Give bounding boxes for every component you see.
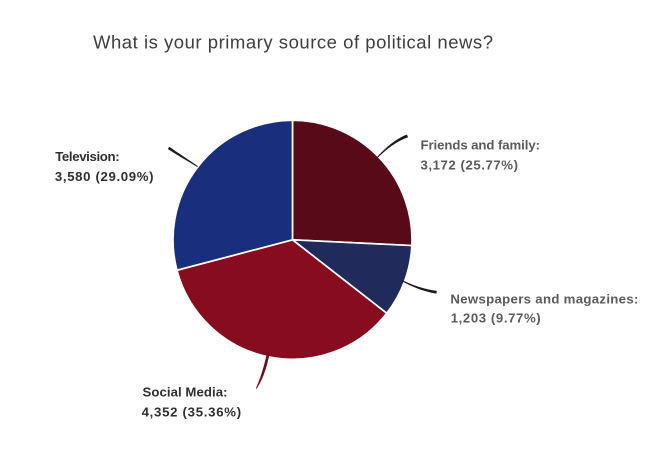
svg-text:3,580 (29.09%): 3,580 (29.09%) — [55, 169, 154, 184]
svg-text:What is your primary source of: What is your primary source of political… — [93, 32, 493, 53]
svg-text:Television:: Television: — [55, 149, 119, 164]
svg-text:Social Media:: Social Media: — [143, 385, 228, 400]
svg-text:4,352 (35.36%): 4,352 (35.36%) — [142, 404, 242, 419]
svg-text:Friends and family:: Friends and family: — [421, 138, 541, 153]
svg-text:1,203 (9.77%): 1,203 (9.77%) — [451, 311, 541, 326]
svg-text:3,172 (25.77%): 3,172 (25.77%) — [421, 158, 519, 173]
svg-text:Newspapers and magazines:: Newspapers and magazines: — [450, 291, 638, 306]
